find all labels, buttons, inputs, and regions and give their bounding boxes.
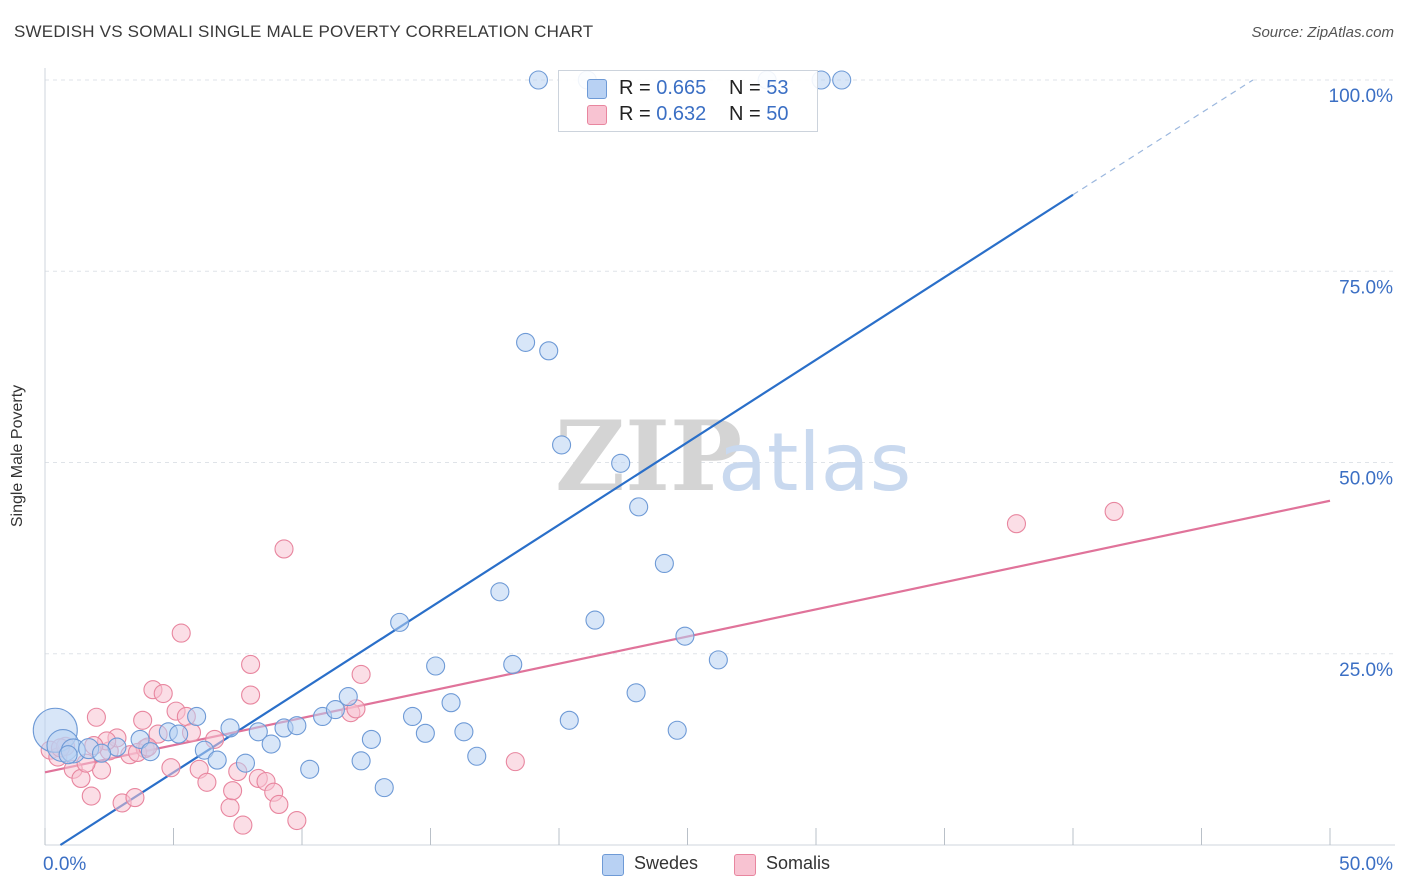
y-axis-label-wrap: Single Male Poverty (9, 385, 27, 527)
point-somalis-31 (241, 685, 261, 705)
point-swedes-29 (441, 693, 461, 713)
point-swedes-50 (832, 70, 852, 90)
point-swedes-14 (248, 722, 268, 742)
y-axis-label: Single Male Poverty (9, 384, 26, 528)
point-somalis-18 (161, 758, 181, 778)
y-tick-label-100: 100.0% (1329, 86, 1394, 107)
trendline-swedes-extension (1072, 79, 1254, 196)
point-somalis-36 (274, 539, 294, 559)
stats-legend: R = 0.665 N = 53 R = 0.632 N = 50 (558, 70, 818, 132)
y-tick-label-75: 75.0% (1339, 277, 1393, 298)
point-somalis-43 (1104, 501, 1124, 522)
grid-lines (45, 79, 1395, 655)
point-swedes-51 (58, 745, 78, 765)
point-swedes-45 (667, 720, 687, 740)
legend-label-swedes: Swedes (634, 853, 699, 873)
point-swedes-28 (426, 656, 446, 676)
point-swedes-20 (325, 700, 345, 720)
legend-r-somalis: R = 0.632 (619, 103, 707, 125)
legend-n-swedes: N = 53 (729, 77, 789, 99)
point-swedes-31 (467, 746, 487, 766)
point-swedes-36 (539, 341, 559, 361)
point-swedes-42 (626, 683, 646, 703)
point-somalis-24 (197, 772, 217, 792)
point-somalis-35 (269, 794, 289, 815)
point-swedes-27 (415, 723, 435, 743)
point-swedes-33 (503, 654, 523, 675)
point-swedes-40 (585, 610, 605, 630)
legend-swatch-swedes (587, 79, 607, 99)
point-somalis-20 (171, 623, 191, 643)
x-tick-label-0: 0.0% (43, 854, 86, 875)
chart-title: SWEDISH VS SOMALI SINGLE MALE POVERTY CO… (14, 22, 594, 41)
point-somalis-42 (1006, 514, 1027, 534)
point-swedes-26 (402, 706, 423, 727)
legend-n-somalis: N = 50 (729, 103, 789, 125)
point-swedes-35 (528, 70, 548, 90)
legend-swatch-swedes-bottom (602, 854, 624, 876)
watermark-atlas: atlas (718, 416, 911, 509)
point-somalis-29 (233, 815, 253, 835)
point-swedes-18 (300, 759, 320, 779)
point-swedes-23 (361, 729, 381, 749)
point-swedes-44 (654, 553, 674, 574)
legend-r-swedes: R = 0.665 (619, 77, 707, 99)
point-swedes-21 (338, 687, 358, 707)
point-somalis-30 (241, 654, 261, 675)
point-swedes-22 (351, 751, 371, 771)
point-swedes-12 (220, 718, 240, 738)
point-somalis-5 (81, 786, 101, 806)
point-somalis-26 (220, 797, 240, 818)
legend-label-somalis: Somalis (766, 853, 831, 873)
point-swedes-46 (675, 626, 695, 646)
point-swedes-34 (516, 332, 536, 352)
point-swedes-8 (169, 724, 189, 744)
point-swedes-25 (390, 612, 410, 632)
point-somalis-27 (223, 781, 243, 801)
point-somalis-37 (287, 810, 307, 831)
legend-swatch-somalis (587, 105, 607, 125)
y-tick-label-50: 50.0% (1339, 469, 1393, 490)
point-swedes-5 (130, 729, 150, 749)
source-label: Source: ZipAtlas.com (1251, 24, 1394, 41)
point-swedes-24 (374, 778, 394, 798)
point-swedes-37 (552, 435, 572, 455)
point-swedes-11 (207, 750, 227, 770)
point-somalis-12 (125, 788, 145, 808)
point-swedes-32 (490, 582, 510, 602)
point-somalis-17 (153, 683, 173, 704)
point-swedes-52 (91, 743, 112, 763)
y-tick-label-25: 25.0% (1339, 660, 1393, 681)
point-swedes-47 (708, 650, 728, 670)
legend-swatch-somalis-bottom (734, 854, 756, 876)
point-somalis-6 (86, 707, 106, 727)
data-points (32, 70, 1124, 835)
watermark-zip: ZIP (555, 400, 742, 513)
point-swedes-41 (611, 453, 631, 473)
tick-labels: 25.0% 50.0% 75.0% 100.0% 0.0% 50.0% (43, 86, 1393, 875)
series-legend: Swedes Somalis (0, 852, 1406, 878)
point-swedes-17 (287, 716, 307, 736)
point-swedes-10 (194, 740, 214, 760)
point-swedes-6 (140, 742, 160, 762)
point-swedes-43 (629, 497, 649, 517)
point-swedes-15 (261, 734, 281, 754)
x-tick-label-50: 50.0% (1339, 854, 1393, 875)
point-somalis-40 (351, 664, 371, 684)
point-swedes-30 (454, 722, 474, 742)
point-somalis-13 (133, 710, 153, 730)
point-swedes-13 (235, 753, 256, 773)
point-swedes-9 (187, 706, 207, 727)
point-swedes-38 (559, 710, 579, 730)
point-somalis-41 (505, 752, 525, 772)
